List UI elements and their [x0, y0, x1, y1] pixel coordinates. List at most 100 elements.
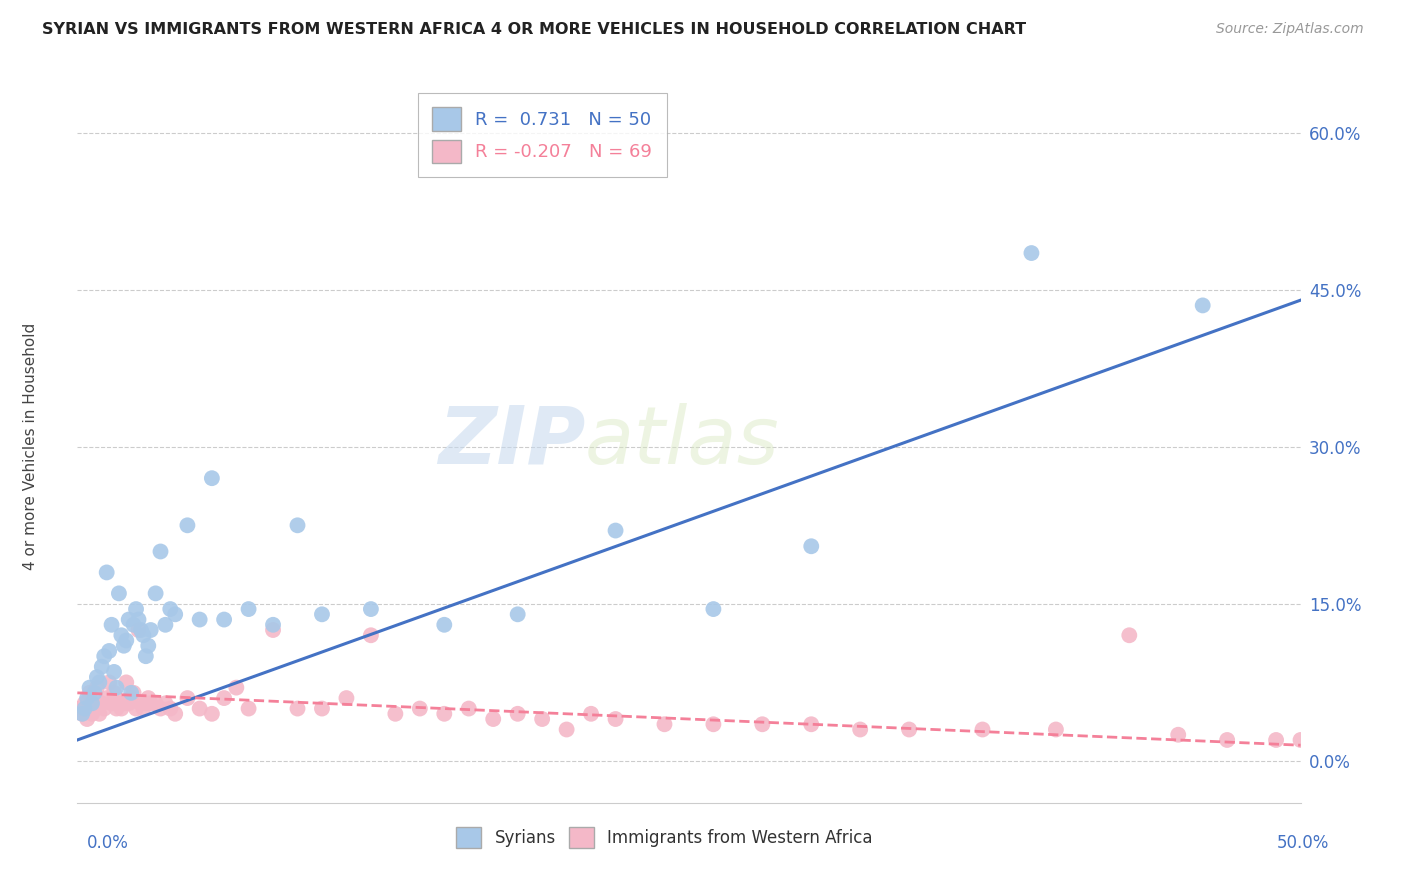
Point	[69, 701, 91, 715]
Point	[89, 675, 111, 690]
Point	[800, 717, 823, 731]
Point	[335, 691, 357, 706]
Point	[135, 649, 157, 664]
Point	[898, 723, 921, 737]
Point	[118, 613, 141, 627]
Point	[120, 691, 142, 706]
Point	[311, 701, 333, 715]
Point	[159, 602, 181, 616]
Point	[132, 628, 155, 642]
Point	[70, 706, 93, 721]
Point	[238, 701, 260, 715]
Point	[145, 586, 167, 600]
Point	[1216, 733, 1239, 747]
Point	[360, 628, 382, 642]
Point	[79, 686, 101, 700]
Point	[83, 686, 105, 700]
Point	[108, 586, 131, 600]
Point	[90, 696, 112, 710]
Point	[125, 701, 148, 715]
Point	[384, 706, 406, 721]
Point	[287, 701, 309, 715]
Point	[127, 613, 149, 627]
Point	[93, 701, 115, 715]
Point	[86, 670, 108, 684]
Text: atlas: atlas	[585, 402, 780, 481]
Point	[103, 686, 125, 700]
Point	[136, 639, 159, 653]
Point	[90, 659, 112, 673]
Point	[112, 696, 135, 710]
Point	[155, 696, 177, 710]
Point	[506, 706, 529, 721]
Point	[531, 712, 554, 726]
Point	[972, 723, 994, 737]
Point	[127, 623, 149, 637]
Point	[76, 712, 98, 726]
Text: Source: ZipAtlas.com: Source: ZipAtlas.com	[1216, 22, 1364, 37]
Point	[100, 617, 122, 632]
Point	[1021, 246, 1043, 260]
Point	[1191, 298, 1213, 312]
Point	[188, 701, 211, 715]
Point	[110, 701, 132, 715]
Point	[149, 544, 172, 558]
Point	[188, 613, 211, 627]
Point	[605, 524, 627, 538]
Point	[506, 607, 529, 622]
Point	[93, 649, 115, 664]
Point	[433, 617, 456, 632]
Point	[108, 696, 131, 710]
Legend: Syrians, Immigrants from Western Africa: Syrians, Immigrants from Western Africa	[447, 819, 882, 856]
Point	[86, 681, 108, 695]
Point	[73, 701, 96, 715]
Text: 50.0%: 50.0%	[1277, 834, 1329, 852]
Point	[555, 723, 578, 737]
Point	[149, 701, 172, 715]
Text: 4 or more Vehicles in Household: 4 or more Vehicles in Household	[24, 322, 38, 570]
Text: ZIP: ZIP	[437, 402, 585, 481]
Point	[165, 607, 187, 622]
Point	[201, 471, 224, 485]
Point	[238, 602, 260, 616]
Point	[262, 623, 284, 637]
Point	[80, 696, 103, 710]
Point	[159, 701, 181, 715]
Point	[103, 665, 125, 679]
Point	[139, 623, 162, 637]
Point	[1118, 628, 1140, 642]
Point	[605, 712, 627, 726]
Point	[83, 696, 105, 710]
Point	[1045, 723, 1067, 737]
Point	[176, 518, 198, 533]
Point	[122, 617, 145, 632]
Point	[176, 691, 198, 706]
Point	[118, 696, 141, 710]
Point	[155, 617, 177, 632]
Point	[100, 696, 122, 710]
Point	[702, 717, 724, 731]
Point	[129, 696, 152, 710]
Point	[457, 701, 479, 715]
Point	[105, 701, 128, 715]
Point	[165, 706, 187, 721]
Point	[201, 706, 224, 721]
Point	[129, 623, 152, 637]
Point	[287, 518, 309, 533]
Point	[132, 701, 155, 715]
Point	[80, 706, 103, 721]
Point	[135, 696, 157, 710]
Point	[800, 539, 823, 553]
Point	[1167, 728, 1189, 742]
Point	[125, 602, 148, 616]
Point	[139, 696, 162, 710]
Point	[115, 633, 138, 648]
Point	[579, 706, 602, 721]
Point	[105, 681, 128, 695]
Point	[98, 675, 121, 690]
Point	[1265, 733, 1288, 747]
Point	[145, 696, 167, 710]
Point	[360, 602, 382, 616]
Point	[115, 675, 138, 690]
Point	[79, 681, 101, 695]
